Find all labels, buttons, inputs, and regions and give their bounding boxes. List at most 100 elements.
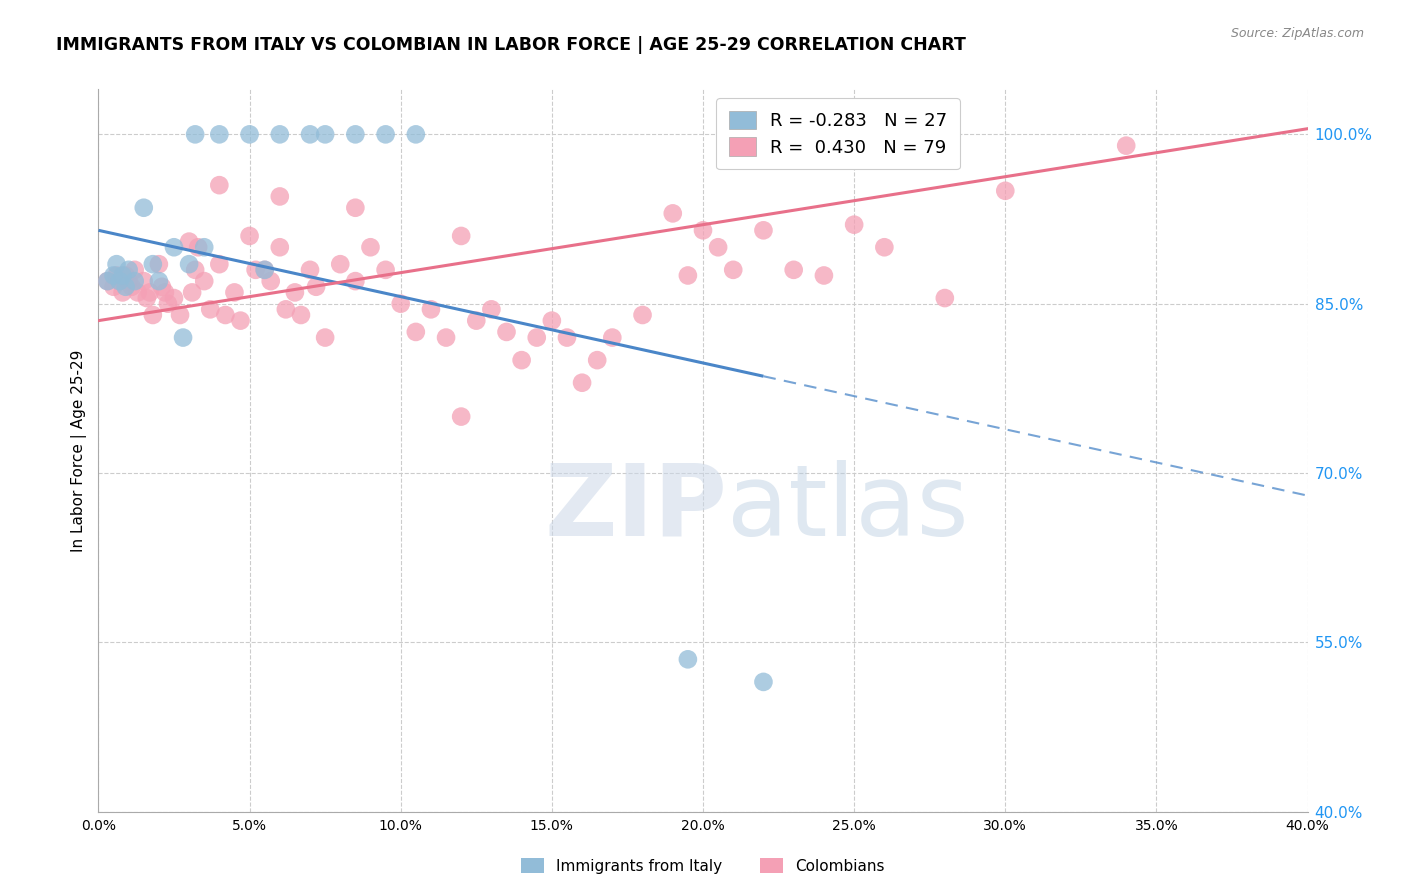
Text: Source: ZipAtlas.com: Source: ZipAtlas.com xyxy=(1230,27,1364,40)
Point xyxy=(1115,138,1137,153)
Point xyxy=(571,376,593,390)
Point xyxy=(305,279,328,293)
Point xyxy=(179,257,201,271)
Point xyxy=(329,257,352,271)
Point xyxy=(783,262,806,277)
Point xyxy=(389,296,412,310)
Point xyxy=(127,285,149,300)
Point xyxy=(344,274,367,288)
Point xyxy=(181,285,204,300)
Point xyxy=(299,262,322,277)
Legend: Immigrants from Italy, Colombians: Immigrants from Italy, Colombians xyxy=(515,852,891,880)
Point xyxy=(253,262,276,277)
Point xyxy=(108,274,131,288)
Point xyxy=(124,262,146,277)
Point xyxy=(111,285,134,300)
Point xyxy=(208,128,231,142)
Point xyxy=(813,268,835,283)
Point xyxy=(229,313,252,327)
Point xyxy=(707,240,730,254)
Point xyxy=(541,313,564,327)
Point xyxy=(360,240,382,254)
Point xyxy=(284,285,307,300)
Point xyxy=(150,279,173,293)
Point xyxy=(179,235,201,249)
Point xyxy=(124,274,146,288)
Point xyxy=(139,285,162,300)
Point xyxy=(481,302,503,317)
Point xyxy=(193,274,215,288)
Point xyxy=(135,291,157,305)
Point xyxy=(96,274,118,288)
Point xyxy=(245,262,267,277)
Point xyxy=(103,268,125,283)
Point xyxy=(260,274,283,288)
Point xyxy=(405,325,427,339)
Point xyxy=(96,274,118,288)
Point xyxy=(108,274,131,288)
Point xyxy=(208,257,231,271)
Point xyxy=(752,674,775,689)
Point xyxy=(526,330,548,344)
Point xyxy=(200,302,222,317)
Point xyxy=(450,409,472,424)
Point xyxy=(105,257,128,271)
Point xyxy=(239,229,262,244)
Point xyxy=(184,262,207,277)
Point xyxy=(132,201,155,215)
Point xyxy=(148,257,170,271)
Point xyxy=(142,308,165,322)
Point xyxy=(631,308,654,322)
Point xyxy=(299,128,322,142)
Point xyxy=(193,240,215,254)
Text: IMMIGRANTS FROM ITALY VS COLOMBIAN IN LABOR FORCE | AGE 25-29 CORRELATION CHART: IMMIGRANTS FROM ITALY VS COLOMBIAN IN LA… xyxy=(56,36,966,54)
Legend: R = -0.283   N = 27, R =  0.430   N = 79: R = -0.283 N = 27, R = 0.430 N = 79 xyxy=(716,98,960,169)
Point xyxy=(274,302,297,317)
Point xyxy=(253,262,276,277)
Point xyxy=(163,291,186,305)
Point xyxy=(118,262,141,277)
Point xyxy=(692,223,714,237)
Point xyxy=(153,285,176,300)
Point xyxy=(374,262,396,277)
Text: atlas: atlas xyxy=(727,459,969,557)
Point xyxy=(208,178,231,193)
Point xyxy=(752,223,775,237)
Point xyxy=(118,274,141,288)
Point xyxy=(114,268,136,283)
Point xyxy=(269,240,291,254)
Point xyxy=(163,240,186,254)
Point xyxy=(105,268,128,283)
Point xyxy=(844,218,866,232)
Point xyxy=(121,279,143,293)
Point xyxy=(586,353,609,368)
Point xyxy=(103,279,125,293)
Point xyxy=(148,274,170,288)
Point xyxy=(184,128,207,142)
Point xyxy=(904,128,927,142)
Point xyxy=(450,229,472,244)
Point xyxy=(224,285,246,300)
Point xyxy=(465,313,488,327)
Point xyxy=(434,330,457,344)
Point xyxy=(344,128,367,142)
Point xyxy=(934,291,956,305)
Point xyxy=(142,257,165,271)
Text: ZIP: ZIP xyxy=(544,459,727,557)
Point xyxy=(269,128,291,142)
Point xyxy=(676,652,699,666)
Point xyxy=(420,302,443,317)
Point xyxy=(314,330,336,344)
Point xyxy=(290,308,312,322)
Point xyxy=(994,184,1017,198)
Point xyxy=(314,128,336,142)
Point xyxy=(405,128,427,142)
Point xyxy=(114,279,136,293)
Point xyxy=(344,201,367,215)
Point xyxy=(214,308,236,322)
Point xyxy=(495,325,517,339)
Point xyxy=(239,128,262,142)
Point xyxy=(169,308,191,322)
Point xyxy=(111,268,134,283)
Point xyxy=(676,268,699,283)
